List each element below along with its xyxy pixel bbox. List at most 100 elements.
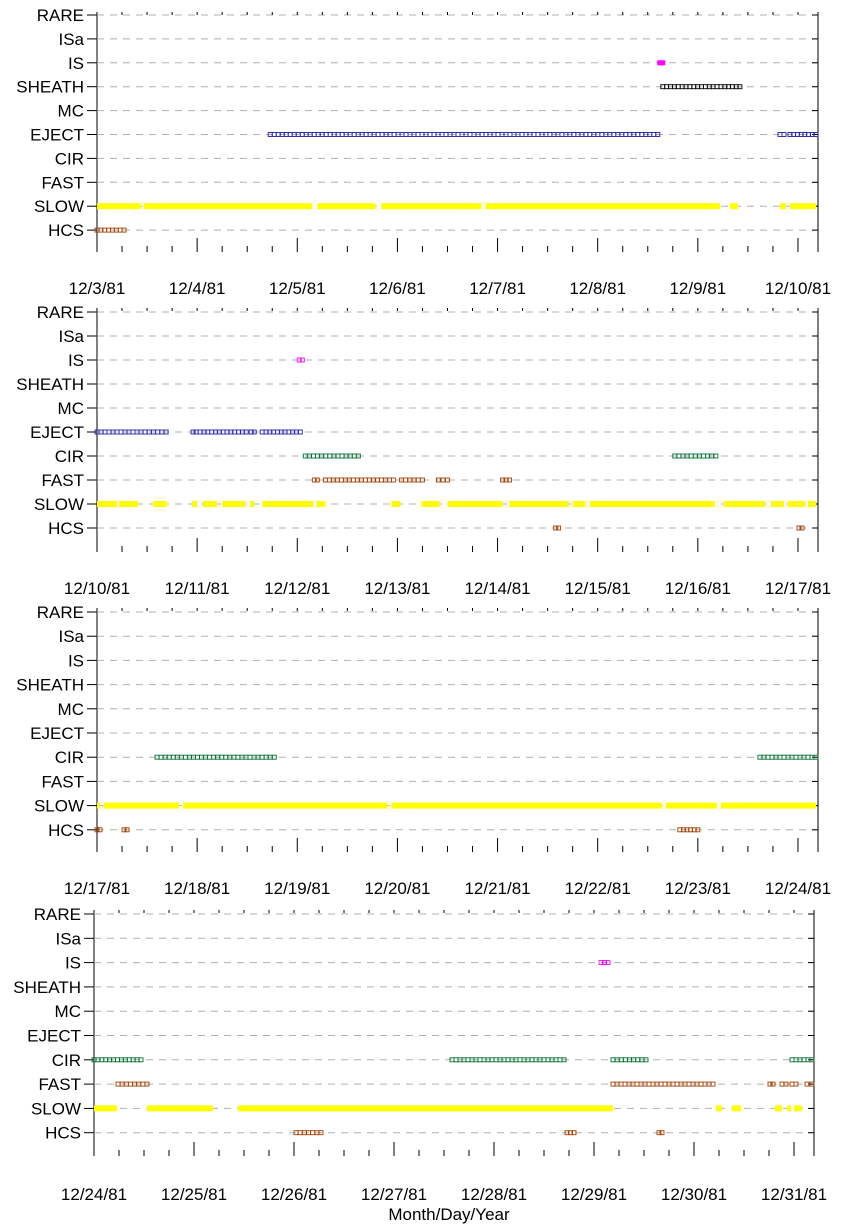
- slow-bar-segment: [104, 802, 180, 809]
- y-tick-label: ISa: [58, 627, 84, 646]
- data-point: [646, 1081, 652, 1087]
- data-point: [299, 357, 305, 363]
- data-point: [363, 132, 369, 137]
- data-point: [674, 1081, 680, 1087]
- data-point: [378, 477, 384, 483]
- data-point: [519, 132, 525, 137]
- y-tick-label: ISa: [58, 327, 84, 346]
- slow-bar-segment: [97, 501, 118, 507]
- data-point: [660, 60, 666, 66]
- data-point: [529, 1057, 535, 1063]
- slow-bar-segment: [316, 501, 326, 507]
- series-cir: [154, 754, 819, 760]
- slow-bar-segment: [119, 501, 139, 507]
- data-point: [126, 1057, 132, 1063]
- y-tick-label: CIR: [55, 149, 84, 168]
- x-tick-label: 12/4/81: [169, 279, 226, 298]
- data-point: [634, 1081, 640, 1087]
- x-tick-label: 12/23/81: [665, 879, 731, 898]
- y-tick-label: RARE: [34, 905, 81, 924]
- data-point: [118, 429, 124, 435]
- slow-bar-segment: [509, 501, 569, 507]
- data-point: [311, 132, 317, 137]
- data-point: [445, 477, 450, 483]
- data-point: [170, 754, 176, 760]
- x-tick-label: 12/30/81: [661, 1185, 727, 1204]
- data-point: [571, 1130, 577, 1136]
- data-point: [453, 1057, 459, 1063]
- data-point: [467, 132, 473, 137]
- slow-bar-segment: [317, 203, 376, 210]
- data-point: [793, 1081, 799, 1087]
- y-tick-label: CIR: [55, 447, 84, 466]
- slow-bar-segment: [770, 501, 784, 507]
- slow-bar-segment: [262, 501, 314, 507]
- data-point: [623, 132, 629, 137]
- slow-bar-segment: [391, 501, 401, 507]
- data-point: [701, 453, 706, 459]
- series-hcs: [94, 227, 127, 233]
- data-point: [655, 132, 661, 137]
- slow-bar-segment: [421, 501, 440, 507]
- slow-bar-segment: [144, 203, 313, 210]
- x-tick-label: 12/21/81: [464, 879, 530, 898]
- data-point: [622, 1081, 628, 1087]
- data-point: [737, 84, 743, 90]
- y-tick-label: SHEATH: [16, 78, 84, 97]
- x-tick-label: 12/27/81: [361, 1185, 427, 1204]
- data-point: [124, 827, 130, 833]
- chart-panel: RARE ISa IS SHEATH MC EJECT CIR FAST SLOW HCS 12/2…: [13, 905, 827, 1204]
- series-fast: [115, 1081, 815, 1087]
- data-point: [443, 132, 449, 137]
- data-point: [121, 827, 127, 833]
- series-fast: [311, 477, 513, 483]
- slow-bar-segment: [807, 501, 816, 507]
- x-tick-label: 12/26/81: [261, 1185, 327, 1204]
- x-tick-label: 12/6/81: [369, 279, 426, 298]
- slow-bar-segment: [665, 802, 717, 809]
- data-point: [138, 1057, 144, 1063]
- series-is: [296, 357, 305, 363]
- data-point: [559, 132, 565, 137]
- series-is: [598, 960, 611, 966]
- panels: RARE ISa IS SHEATH MC EJECT CIR FAST SLOW HCS 12/3…: [13, 6, 831, 1204]
- data-point: [297, 429, 303, 435]
- x-tick-label: 12/20/81: [364, 879, 430, 898]
- data-point: [635, 1057, 641, 1063]
- x-axis-label: Month/Day/Year: [388, 1205, 510, 1224]
- data-point: [553, 525, 559, 531]
- data-point: [163, 429, 169, 435]
- slow-bar-segment: [720, 802, 816, 809]
- data-point: [799, 525, 805, 531]
- slow-bar-segment: [787, 501, 805, 507]
- data-point: [297, 1130, 303, 1136]
- data-point: [713, 453, 719, 459]
- y-tick-label: SHEATH: [16, 676, 84, 695]
- data-point: [605, 960, 611, 966]
- x-tick-label: 12/24/81: [765, 879, 831, 898]
- x-tick-label: 12/13/81: [364, 579, 430, 598]
- data-point: [698, 1081, 704, 1087]
- y-tick-label: SLOW: [34, 197, 84, 216]
- data-point: [182, 754, 188, 760]
- y-tick-label: MC: [55, 1002, 81, 1021]
- data-point: [503, 477, 509, 483]
- data-point: [477, 1057, 483, 1063]
- y-tick-label: EJECT: [30, 423, 84, 442]
- data-point: [318, 1130, 324, 1136]
- series-slow: [94, 1105, 802, 1112]
- y-tick-label: SHEATH: [16, 375, 84, 394]
- y-tick-label: HCS: [45, 1124, 81, 1143]
- data-point: [440, 477, 446, 483]
- slow-bar-segment: [391, 802, 662, 809]
- slow-bar-segment: [238, 1105, 613, 1112]
- data-point: [714, 84, 720, 90]
- y-tick-label: FAST: [41, 471, 84, 490]
- data-point: [190, 429, 196, 435]
- slow-bar-segment: [153, 501, 168, 507]
- data-point: [547, 132, 553, 137]
- x-tick-label: 12/22/81: [565, 879, 631, 898]
- data-point: [130, 429, 136, 435]
- y-tick-label: IS: [68, 54, 84, 73]
